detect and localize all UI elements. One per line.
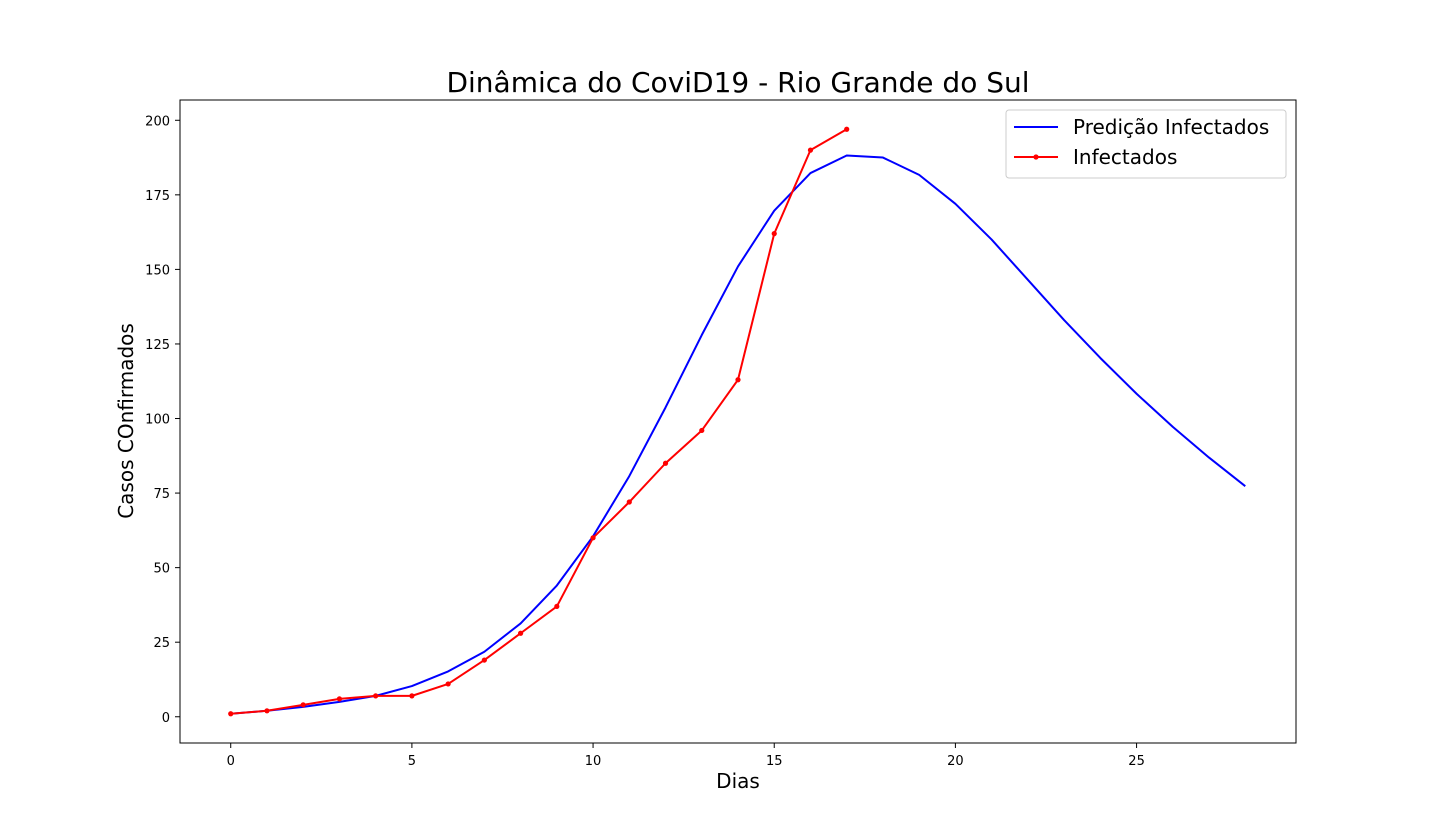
y-tick-label: 100 [145,413,170,428]
x-tick-label: 10 [585,754,602,769]
plot-area: 0 5 10 15 20 25 0 25 50 75 100 125 150 175 200 [145,99,1297,769]
legend-label-infectados: Infectados [1073,145,1177,169]
data-point [373,693,379,699]
data-point [517,630,524,636]
legend-frame [1005,109,1287,179]
data-point [264,708,270,714]
series-line-0 [230,154,1246,715]
y-tick-label: 150 [145,263,170,278]
data-point [590,535,596,541]
data-point [807,147,814,153]
legend-label-predicao: Predição Infectados [1073,115,1269,139]
y-axis-ticks: 0 25 50 75 100 125 150 175 200 [145,114,180,726]
data-point [445,681,451,687]
x-tick-label: 15 [766,754,783,769]
x-tick-label: 5 [408,754,416,769]
y-tick-label: 75 [153,487,170,502]
y-tick-label: 25 [153,636,170,651]
chart-title: Dinâmica do CoviD19 - Rio Grande do Sul [446,66,1029,99]
data-point [771,231,777,237]
data-point [228,711,234,717]
x-tick-label: 0 [227,754,235,769]
y-tick-label: 125 [145,338,170,353]
data-point [662,460,669,466]
y-tick-label: 200 [145,114,170,129]
data-point [336,696,343,702]
x-axis-ticks: 0 5 10 15 20 25 [227,743,1145,769]
series-line-1 [230,128,848,715]
axes-frame [179,99,1297,744]
y-axis-label: Casos COnfirmados [114,323,138,519]
series-layer [228,126,1246,717]
data-point [626,499,632,505]
x-tick-label: 25 [1128,754,1145,769]
y-tick-label: 0 [162,711,170,726]
y-tick-label: 175 [145,189,170,204]
data-point [409,693,415,699]
data-point [735,377,741,383]
data-point [300,702,306,708]
y-tick-label: 50 [153,562,170,577]
data-point [844,126,850,132]
x-tick-label: 20 [947,754,964,769]
x-axis-label: Dias [716,769,760,793]
legend-marker-infectados [1033,154,1039,160]
data-point [699,427,705,434]
data-point [554,603,560,610]
data-point [481,657,487,663]
legend: Predição Infectados Infectados [1005,109,1287,179]
